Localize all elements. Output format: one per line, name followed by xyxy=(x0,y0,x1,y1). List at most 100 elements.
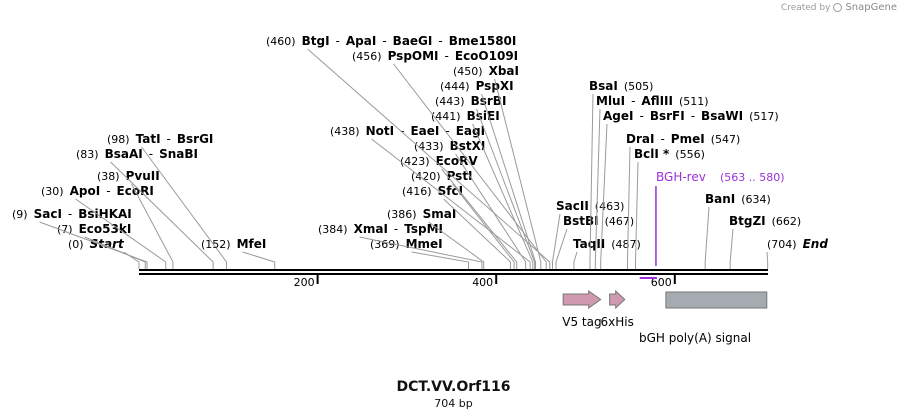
site-leader-line xyxy=(411,251,470,269)
site-sacii[interactable]: SacII (463) xyxy=(551,199,625,269)
site-leader-line xyxy=(393,63,547,269)
sequence-backbone xyxy=(139,269,768,275)
site-position: (416) xyxy=(402,185,432,198)
site-xbai[interactable]: (450) XbaI xyxy=(453,64,542,269)
site-leader-line xyxy=(635,161,639,269)
name-separator: - xyxy=(167,132,171,146)
site-position: (423) xyxy=(400,155,430,168)
ruler-tick-label: 600 xyxy=(651,276,672,289)
site-leader-line xyxy=(131,183,174,269)
site-leader-line xyxy=(729,228,734,269)
site-name: SacI xyxy=(34,207,62,221)
primer-bgh-rev[interactable]: BGH-rev (563 .. 580) xyxy=(639,170,785,279)
site-name: NotI xyxy=(366,124,395,138)
site-end[interactable]: (704) End xyxy=(766,237,829,269)
site-taqii[interactable]: TaqII (487) xyxy=(573,237,641,269)
site-bsiei[interactable]: (441) BsiEI xyxy=(431,109,534,269)
site-agei[interactable]: AgeI - BsrFI - BsaWI (517) xyxy=(600,109,779,269)
site-pvuii[interactable]: (38) PvuII xyxy=(97,169,174,269)
site-name: PmeI xyxy=(671,132,705,146)
site-position: (450) xyxy=(453,65,483,78)
site-leader-line xyxy=(594,108,601,269)
site-mmei[interactable]: (369) MmeI xyxy=(370,237,470,269)
site-position: (511) xyxy=(679,95,709,108)
site-name: MmeI xyxy=(406,237,443,251)
site-position: (704) xyxy=(767,238,797,251)
site-leader-line xyxy=(573,251,578,269)
site-name: BclI * xyxy=(634,147,670,161)
site-position: (634) xyxy=(741,193,771,206)
site-leader-line xyxy=(443,198,511,269)
site-bsaai[interactable]: (83) BsaAI - SnaBI xyxy=(76,147,214,269)
feature-his[interactable]: 6xHis xyxy=(601,289,634,329)
site-name: PspXI xyxy=(476,79,514,93)
site-mfei[interactable]: (152) MfeI xyxy=(201,237,276,269)
site-smai[interactable]: (386) SmaI xyxy=(387,207,485,269)
site-mlui[interactable]: MluI - AflIII (511) xyxy=(594,94,709,269)
name-separator: - xyxy=(445,49,449,63)
ruler-tick-label: 400 xyxy=(472,276,493,289)
site-name: BsiHKAI xyxy=(78,207,132,221)
site-name: EcoO109I xyxy=(455,49,518,63)
site-name: ApaI xyxy=(346,34,376,48)
site-btgzi[interactable]: BtgZI (662) xyxy=(729,214,801,269)
feature-bgh[interactable]: bGH poly(A) signal xyxy=(639,291,768,345)
site-bsai[interactable]: BsaI (505) xyxy=(589,79,653,269)
site-position: (438) xyxy=(330,125,360,138)
feature-arrow xyxy=(562,290,602,309)
site-position: (38) xyxy=(97,170,120,183)
site-bani[interactable]: BanI (634) xyxy=(704,192,771,269)
site-position: (456) xyxy=(352,50,382,63)
snapgene-credit: Created by SnapGene xyxy=(781,2,897,13)
site-position: (386) xyxy=(387,208,417,221)
site-psppmi[interactable]: (456) PspOMI - EcoO109I xyxy=(352,49,547,269)
site-position: (384) xyxy=(318,223,348,236)
ruler-ticks: 200 400 600 xyxy=(294,275,676,289)
site-bstbi[interactable]: BstBI (467) xyxy=(555,214,635,269)
site-position: (487) xyxy=(611,238,641,251)
site-name: BsrGI xyxy=(177,132,214,146)
name-separator: - xyxy=(639,109,643,123)
map-length: 704 bp xyxy=(434,397,473,410)
site-start[interactable]: (0) Start xyxy=(68,237,140,269)
ruler-tick-label: 200 xyxy=(294,276,315,289)
site-tati[interactable]: (98) TatI - BsrGI xyxy=(107,132,228,269)
site-btgi[interactable]: (460) BtgI - ApaI - BaeGI - Bme1580I xyxy=(266,34,551,269)
site-name: DraI xyxy=(626,132,654,146)
site-psti[interactable]: (420) PstI xyxy=(411,169,515,269)
site-name: BaeGI xyxy=(393,34,433,48)
site-position: (467) xyxy=(605,215,635,228)
site-leader-line xyxy=(555,228,568,269)
name-separator: - xyxy=(438,34,442,48)
feature-label: bGH poly(A) signal xyxy=(639,331,751,345)
site-name: BstBI xyxy=(563,214,599,228)
site-position: (443) xyxy=(435,95,465,108)
site-leader-line xyxy=(452,183,515,269)
primer-name: BGH-rev xyxy=(656,170,706,184)
name-separator: - xyxy=(68,207,72,221)
site-bcli[interactable]: BclI * (556) xyxy=(634,147,705,269)
site-position: (505) xyxy=(624,80,654,93)
site-position: (547) xyxy=(711,133,741,146)
site-name: BsrBI xyxy=(471,94,507,108)
name-separator: - xyxy=(382,34,386,48)
name-separator: - xyxy=(336,34,340,48)
site-position: (98) xyxy=(107,133,130,146)
site-name: Bme1580I xyxy=(449,34,517,48)
site-leader-line xyxy=(441,168,518,269)
feature-v5[interactable]: V5 tag xyxy=(562,290,602,329)
site-pspxi[interactable]: (444) PspXI xyxy=(440,79,536,269)
site-leader-line xyxy=(626,146,631,269)
site-xmai[interactable]: (384) XmaI - TspMI xyxy=(318,222,483,269)
site-name: SmaI xyxy=(423,207,457,221)
site-name: EaeI xyxy=(410,124,439,138)
site-ecorv[interactable]: (423) EcoRV xyxy=(400,154,518,269)
site-name: XbaI xyxy=(489,64,519,78)
site-leader-line xyxy=(704,206,710,269)
site-bsrbi[interactable]: (443) BsrBI xyxy=(435,94,536,269)
site-name: End xyxy=(803,237,829,251)
site-position: (463) xyxy=(595,200,625,213)
site-name: AgeI xyxy=(603,109,633,123)
site-drai[interactable]: DraI - PmeI (547) xyxy=(626,132,740,269)
